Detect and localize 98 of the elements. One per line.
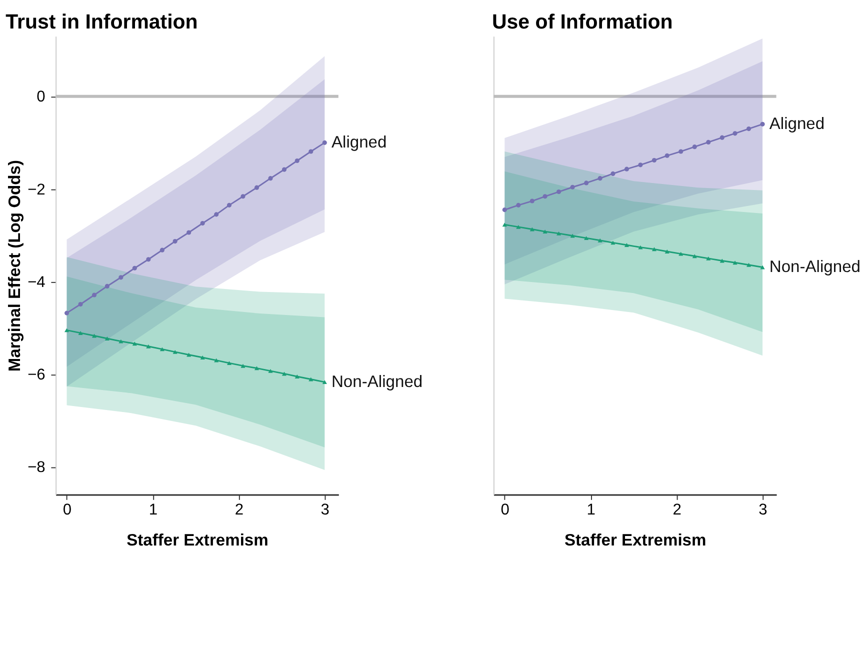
- point: [322, 140, 327, 145]
- point: [556, 189, 562, 194]
- y-tick-label: −4: [28, 274, 46, 291]
- point: [240, 364, 246, 368]
- point: [584, 236, 589, 240]
- point: [92, 292, 97, 298]
- point: [186, 230, 192, 235]
- x-tick-label: 1: [586, 502, 596, 519]
- point: [146, 344, 151, 348]
- point: [746, 126, 752, 132]
- point: [570, 184, 575, 190]
- x-tick-label: 3: [758, 502, 768, 519]
- point: [624, 166, 629, 172]
- point: [214, 358, 219, 362]
- x-tick-label: 2: [234, 502, 244, 519]
- point: [584, 180, 589, 186]
- point: [294, 374, 300, 378]
- point: [132, 266, 137, 270]
- point: [760, 122, 765, 126]
- y-tick-label: −8: [28, 459, 46, 476]
- point: [502, 208, 507, 212]
- y-tick-label: −6: [28, 366, 46, 384]
- chart-title: Trust in Information: [6, 10, 198, 34]
- y-tick-label: 0: [36, 88, 46, 106]
- point: [226, 361, 232, 366]
- x-tick-label: 3: [320, 502, 330, 519]
- point: [652, 158, 656, 163]
- point: [104, 336, 110, 341]
- point: [322, 380, 327, 384]
- point: [172, 350, 178, 354]
- x-tick-label: 0: [500, 502, 510, 519]
- point: [610, 240, 616, 245]
- chart-title: Use of Information: [492, 10, 673, 34]
- series-label: Aligned: [331, 132, 387, 152]
- point: [308, 149, 314, 154]
- point: [692, 144, 697, 150]
- point: [226, 202, 232, 208]
- point: [610, 171, 616, 176]
- y-tick-label: −2: [28, 181, 46, 198]
- x-tick-label: 0: [62, 502, 72, 519]
- point: [118, 275, 124, 280]
- point: [502, 222, 507, 227]
- x-tick-label: 1: [148, 502, 158, 519]
- point: [118, 339, 124, 344]
- point: [132, 342, 137, 346]
- point: [200, 220, 205, 226]
- point: [172, 239, 178, 244]
- point: [254, 185, 260, 190]
- point: [240, 194, 246, 199]
- point: [652, 247, 656, 252]
- point: [760, 265, 765, 270]
- series-label: Aligned: [769, 114, 825, 134]
- point: [664, 153, 670, 158]
- point: [78, 330, 83, 335]
- point: [706, 140, 711, 144]
- y-axis-title: Marginal Effect (Log Odds): [4, 160, 24, 372]
- point: [556, 231, 562, 236]
- point: [78, 302, 83, 307]
- point: [638, 245, 643, 250]
- point: [692, 254, 697, 258]
- point: [732, 131, 738, 136]
- series-label: Non-Aligned: [769, 257, 861, 276]
- point: [746, 262, 752, 267]
- x-axis-title: Staffer Extremism: [126, 530, 268, 550]
- point: [186, 352, 192, 357]
- series-label: Non-Aligned: [331, 372, 423, 391]
- point: [294, 158, 300, 164]
- point: [92, 334, 97, 338]
- point: [200, 356, 205, 360]
- point: [664, 250, 670, 254]
- point: [268, 368, 273, 373]
- point: [160, 347, 164, 352]
- point: [104, 284, 110, 288]
- point: [732, 260, 738, 265]
- point: [516, 224, 521, 229]
- point: [516, 202, 521, 208]
- point: [282, 167, 287, 172]
- point: [254, 366, 260, 370]
- point: [598, 176, 602, 181]
- point: [678, 149, 684, 154]
- point: [64, 328, 70, 332]
- point: [530, 198, 534, 204]
- point: [720, 135, 724, 140]
- x-tick-label: 2: [672, 502, 682, 519]
- point: [282, 372, 287, 376]
- point: [64, 310, 70, 316]
- point: [542, 230, 548, 234]
- point: [542, 194, 548, 199]
- x-axis-title: Staffer Extremism: [564, 530, 706, 550]
- point: [146, 257, 151, 262]
- point: [678, 252, 684, 256]
- point: [706, 256, 711, 260]
- point: [214, 212, 219, 217]
- point: [624, 243, 629, 247]
- point: [268, 176, 273, 181]
- point: [160, 248, 164, 252]
- point: [598, 238, 602, 242]
- point: [638, 162, 643, 168]
